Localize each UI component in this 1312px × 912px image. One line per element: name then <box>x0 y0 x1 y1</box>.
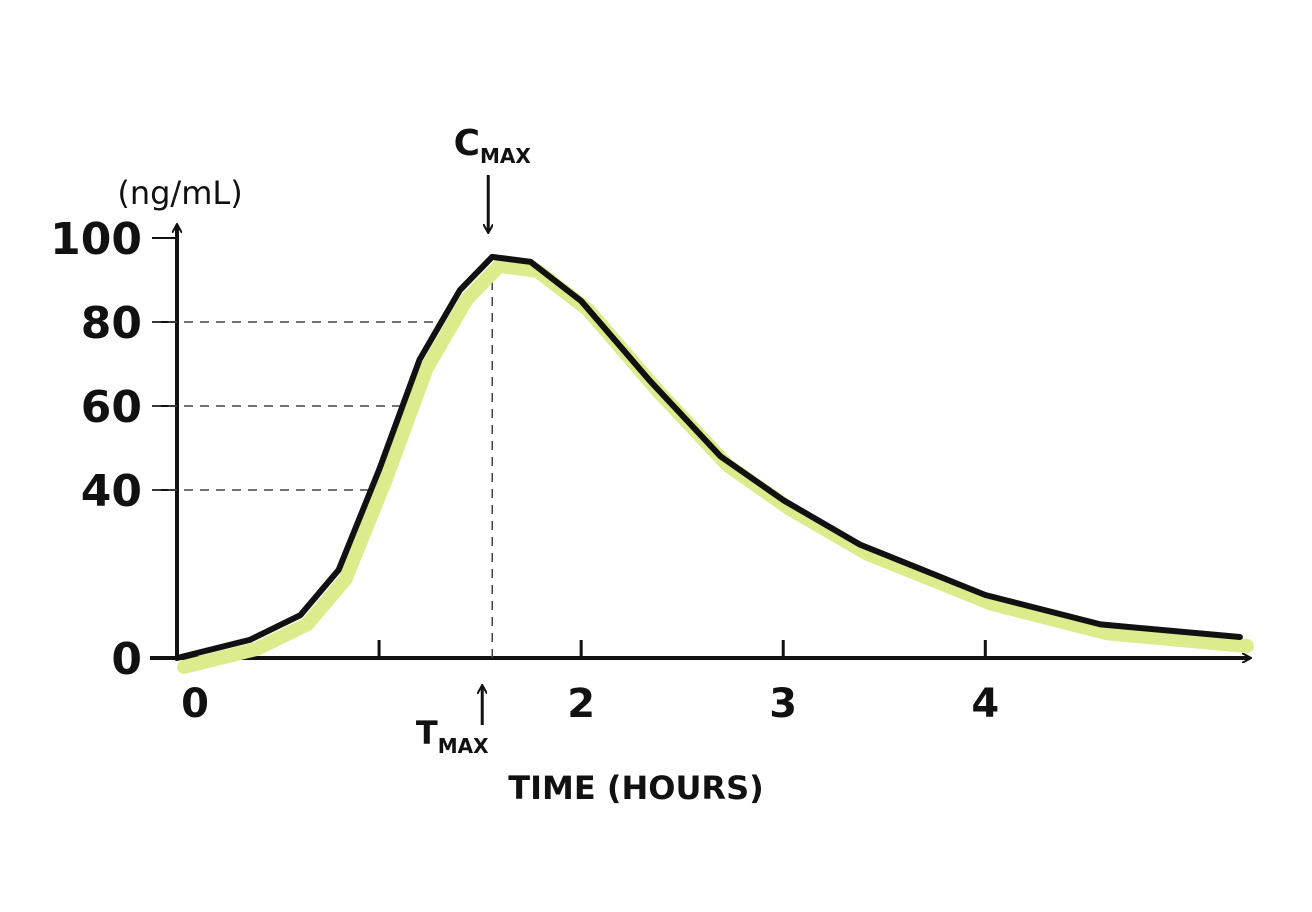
x-tick-label: 3 <box>769 681 797 727</box>
cmax-label: CMAX <box>454 123 532 168</box>
cmax-subscript: MAX <box>480 144 531 168</box>
cmax-text: C <box>454 123 480 164</box>
x-tick-label: 2 <box>567 681 595 727</box>
x-tick-label: 0 <box>181 681 209 727</box>
y-tick-label: 0 <box>111 634 142 685</box>
y-tick-label: 100 <box>50 214 142 265</box>
tmax-subscript: MAX <box>438 734 489 758</box>
y-tick-label: 80 <box>81 298 142 349</box>
y-tick-label: 60 <box>81 382 142 433</box>
tmax-text: T <box>416 714 438 752</box>
x-axis-label: TIME (HOURS) <box>508 769 763 807</box>
line <box>174 253 1243 661</box>
x-tick-label: 4 <box>971 681 999 727</box>
tmax-label: TMAX <box>416 714 489 758</box>
y-tick-label: 40 <box>81 466 142 517</box>
y-axis-label: (ng/mL) <box>117 174 242 212</box>
